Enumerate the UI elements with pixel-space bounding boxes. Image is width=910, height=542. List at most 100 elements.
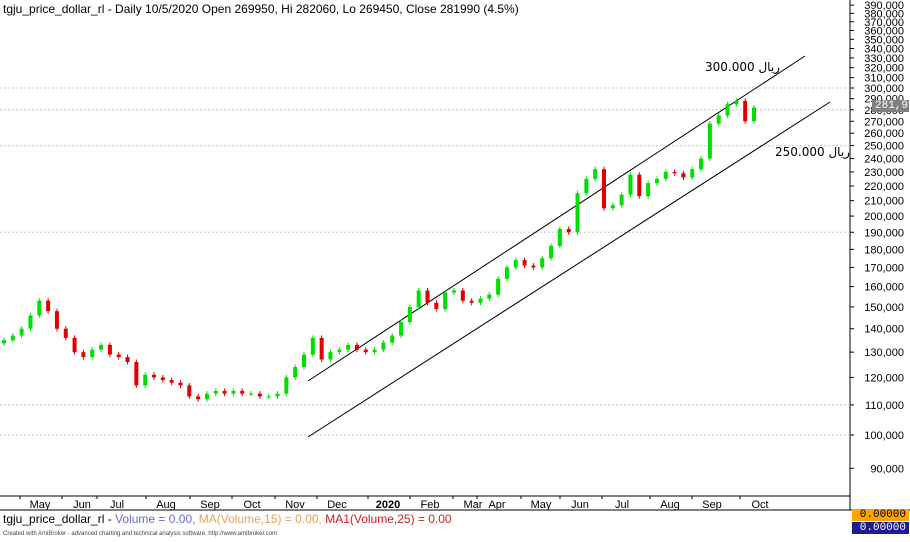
candle-body: [54, 311, 59, 329]
candle-body: [196, 396, 201, 400]
candle-body: [672, 171, 677, 174]
candle-body: [637, 174, 642, 197]
candle-body: [213, 390, 218, 394]
y-tick-label: 110,000: [865, 400, 904, 412]
candle-body: [354, 344, 359, 350]
candle-body: [372, 349, 377, 353]
x-tick-label: Apr: [488, 499, 505, 511]
candle-body: [522, 260, 527, 266]
candle-body: [557, 228, 562, 246]
channel-label: 250.000 ریال: [775, 145, 850, 160]
x-tick-label: Sep: [702, 499, 722, 511]
volume-readout: Volume = 0.00,: [115, 512, 196, 526]
candle-body: [478, 298, 483, 303]
candle-body: [407, 306, 412, 323]
y-tick-label: 90,000: [870, 463, 904, 475]
y-tick-label: 130,000: [864, 347, 904, 359]
candle-body: [707, 123, 712, 159]
candle-body: [249, 393, 254, 395]
candle-body: [584, 178, 589, 194]
candle-body: [319, 337, 324, 360]
credit-text: Created with AmiBroker - advanced charti…: [3, 531, 278, 537]
candle-body: [416, 290, 421, 307]
candle-body: [178, 382, 183, 386]
candle-body: [646, 183, 651, 197]
ma-value-tag: 0.00000: [852, 522, 909, 534]
x-tick-label: Nov: [285, 499, 305, 511]
x-tick-label: May: [531, 499, 552, 511]
candle-body: [266, 396, 271, 398]
candle-body: [381, 342, 386, 350]
candle-body: [628, 174, 633, 195]
candle-body: [19, 328, 24, 336]
x-tick-label: Oct: [751, 499, 768, 511]
y-tick-label: 180,000: [864, 244, 904, 256]
candle-body: [72, 337, 77, 353]
chart-title: tgju_price_dollar_rl - Daily 10/5/2020 O…: [3, 2, 519, 16]
candle-body: [328, 352, 333, 360]
candle-body: [107, 344, 112, 355]
y-tick-label: 370,000: [864, 17, 904, 29]
candle-body: [116, 354, 121, 358]
candle-body: [152, 374, 156, 378]
candle-body: [443, 292, 448, 310]
candle-body: [681, 173, 686, 178]
y-tick-label: 120,000: [864, 372, 904, 384]
candle-body: [452, 290, 456, 293]
x-tick-label: 2020: [376, 499, 400, 511]
candle-body: [699, 158, 704, 170]
y-tick-label: 300,000: [864, 83, 904, 95]
candle-body: [619, 194, 624, 206]
y-axis-ticks: 90,000 100,000 110,000 120,000 130,000 140,00…: [850, 0, 904, 475]
candle-body: [240, 390, 245, 394]
candle-body: [37, 300, 42, 316]
candle-body: [231, 390, 236, 394]
y-tick-label: 320,000: [864, 63, 904, 75]
candle-body: [134, 362, 139, 386]
ma15-readout: MA(Volume,15) = 0.00,: [195, 512, 322, 526]
last-price-tag: 281,990: [872, 100, 910, 112]
y-tick-label: 140,000: [864, 324, 904, 336]
candle-body: [513, 260, 518, 268]
candle-body: [504, 267, 509, 279]
grid-lines: [0, 0, 910, 511]
y-tick-label: 260,000: [864, 128, 904, 140]
trend-channel: [307, 55, 831, 438]
candle-body: [46, 300, 51, 312]
candle-body: [399, 322, 404, 336]
channel-label: 300.000 ریال: [705, 60, 780, 75]
candle-body: [575, 193, 580, 233]
candle-body: [275, 393, 280, 397]
candle-body: [90, 349, 95, 358]
y-tick-label: 150,000: [864, 302, 904, 314]
y-tick-label: 240,000: [864, 153, 904, 165]
candle-body: [743, 100, 748, 122]
y-tick-label: 380,000: [864, 8, 904, 20]
candle-body: [293, 367, 298, 378]
candle-body: [531, 265, 536, 268]
candle-body: [160, 377, 165, 381]
x-tick-label: Jun: [571, 499, 589, 511]
candle-body: [734, 100, 739, 105]
y-tick-label: 250,000: [864, 141, 904, 153]
candle-body: [363, 349, 368, 353]
candle-body: [81, 352, 86, 358]
x-tick-label: Dec: [327, 499, 347, 511]
channel-labels: 300.000 ریال 250.000 ریال: [705, 60, 850, 160]
y-tick-label: 100,000: [864, 430, 904, 442]
candle-body: [566, 228, 571, 233]
y-tick-label: 310,000: [864, 73, 904, 85]
candle-body: [125, 357, 130, 363]
candle-body: [337, 349, 342, 353]
volume-pane-title: tgju_price_dollar_rl - Volume = 0.00, MA…: [3, 512, 452, 526]
candle-body: [460, 290, 465, 301]
y-tick-label: 350,000: [864, 34, 904, 46]
candle-body: [2, 340, 6, 344]
candle-body: [63, 328, 68, 338]
x-axis-labels: May Jun Jul Aug Sep Oct Nov Dec 2020 Feb Mar Apr May…: [19, 496, 769, 511]
x-tick-label: Aug: [660, 499, 680, 511]
candle-body: [28, 315, 33, 329]
y-tick-label: 190,000: [864, 227, 904, 239]
volume-pane-symbol: tgju_price_dollar_rl -: [3, 512, 116, 526]
candle-body: [204, 393, 209, 400]
